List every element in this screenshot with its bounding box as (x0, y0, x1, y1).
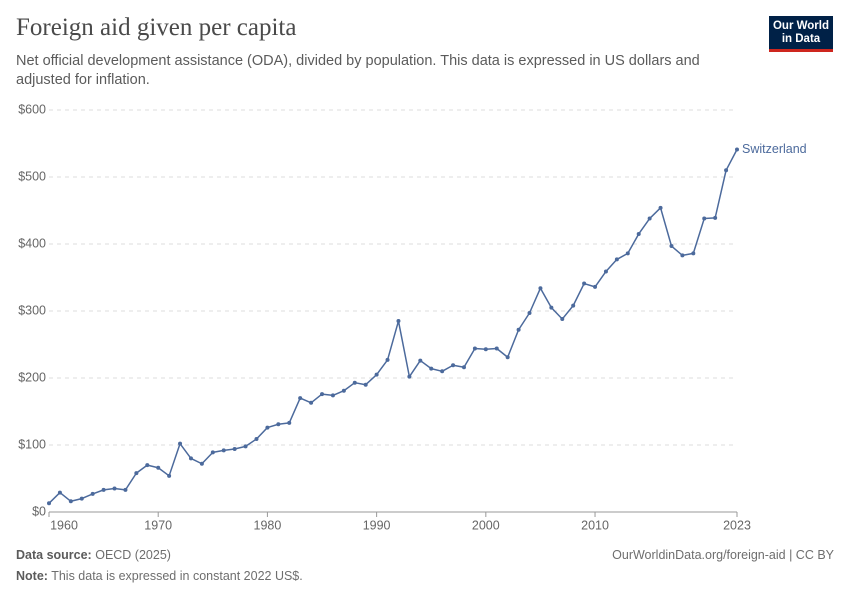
data-point (352, 380, 357, 385)
data-point (418, 358, 423, 363)
data-point (385, 357, 390, 362)
x-tick-label: 2023 (723, 518, 751, 532)
data-point (483, 347, 488, 352)
url[interactable]: OurWorldinData.org/foreign-aid | CC BY (612, 548, 834, 562)
data-point (68, 499, 73, 504)
data-point (396, 319, 401, 324)
x-tick-label: 1970 (144, 518, 172, 532)
data-point (440, 369, 445, 374)
data-point (680, 253, 685, 258)
data-point (669, 244, 674, 249)
x-tick-label: 1980 (254, 518, 282, 532)
data-point (614, 257, 619, 262)
data-point (374, 372, 379, 377)
data-point (309, 400, 314, 405)
y-tick-label: $300 (18, 303, 46, 317)
data-point (112, 486, 117, 491)
data-point (254, 436, 259, 441)
data-point (199, 461, 204, 466)
note-label: Note: (16, 569, 48, 583)
note: Note: This data is expressed in constant… (16, 569, 303, 583)
data-point (243, 444, 248, 449)
data-point (582, 281, 587, 286)
data-point (134, 471, 139, 476)
data-point (232, 447, 237, 452)
data-point (265, 425, 270, 430)
data-point (145, 463, 150, 468)
data-point (210, 450, 215, 455)
logo-line: Our World (772, 20, 829, 32)
y-tick-label: $600 (18, 102, 46, 116)
data-point (47, 501, 51, 506)
data-point (516, 327, 521, 332)
x-tick-label: 2000 (472, 518, 500, 532)
data-point (221, 448, 226, 453)
data-point (505, 355, 510, 360)
x-tick-label: 1960 (50, 518, 78, 532)
data-point (123, 487, 128, 492)
data-point (188, 456, 193, 461)
y-tick-label: $400 (18, 236, 46, 250)
data-point (330, 393, 335, 398)
data-point (167, 473, 172, 478)
data-point (593, 284, 598, 289)
source-label: Data source: (16, 548, 92, 562)
data-point (341, 388, 346, 393)
data-point (79, 496, 84, 501)
data-point (320, 392, 325, 397)
source-text[interactable]: OECD (2025) (95, 548, 171, 562)
data-point (603, 269, 608, 274)
data-point (156, 465, 161, 470)
note-text: This data is expressed in constant 2022 … (51, 569, 303, 583)
data-point (702, 216, 707, 221)
data-point (625, 251, 630, 256)
x-tick-label: 2010 (581, 518, 609, 532)
data-point (101, 487, 106, 492)
data-point (538, 286, 543, 291)
data-point (724, 168, 729, 173)
data-point (560, 317, 565, 322)
y-tick-label: $0 (32, 504, 46, 518)
series-label: Switzerland (742, 142, 807, 156)
data-point (691, 251, 696, 256)
logo-line: in Data (781, 33, 821, 45)
data-point (494, 346, 499, 351)
data-point (298, 396, 303, 401)
data-point (636, 231, 641, 236)
data-point (276, 422, 281, 427)
data-point (363, 382, 368, 387)
data-point (451, 363, 456, 368)
logo[interactable]: Our World in Data (769, 16, 833, 52)
data-point (647, 216, 652, 221)
data-point (658, 205, 663, 210)
data-point (571, 303, 576, 308)
data-point (527, 311, 532, 316)
y-tick-label: $200 (18, 370, 46, 384)
source: Data source: OECD (2025) (16, 548, 171, 562)
chart-title: Foreign aid given per capita (16, 14, 297, 41)
data-point (90, 491, 95, 496)
y-tick-label: $100 (18, 437, 46, 451)
x-tick-label: 1990 (363, 518, 391, 532)
data-point (429, 366, 434, 371)
data-point (407, 374, 412, 379)
data-point (735, 147, 739, 152)
data-point (178, 441, 183, 446)
data-point (461, 365, 466, 370)
data-point (713, 215, 718, 220)
data-point (287, 420, 292, 425)
y-tick-label: $500 (18, 169, 46, 183)
data-point (472, 346, 477, 351)
chart-subtitle: Net official development assistance (ODA… (16, 53, 700, 88)
data-point (57, 490, 62, 495)
series-line (48, 149, 738, 504)
data-point (549, 305, 554, 310)
